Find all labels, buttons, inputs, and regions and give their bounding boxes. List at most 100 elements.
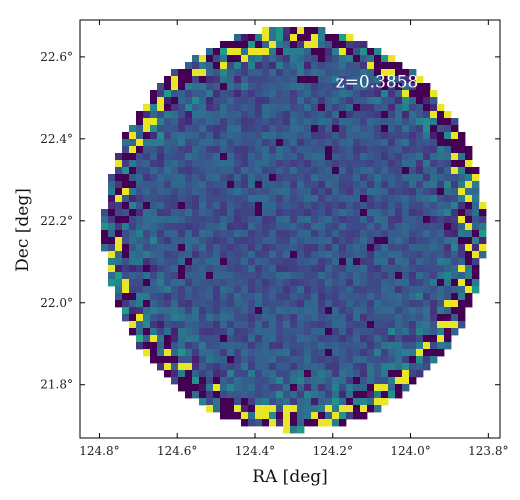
heatmap-cell bbox=[276, 328, 284, 336]
redshift-annotation: z=0.3858 bbox=[336, 72, 419, 92]
heatmap-cell bbox=[241, 146, 249, 154]
heatmap-cell bbox=[290, 321, 298, 329]
heatmap-cell bbox=[213, 265, 221, 273]
heatmap-cell bbox=[178, 251, 186, 259]
heatmap-cell bbox=[374, 104, 382, 112]
heatmap-cell bbox=[339, 132, 347, 140]
heatmap-cell bbox=[220, 377, 228, 385]
heatmap-cell bbox=[409, 314, 417, 322]
heatmap-cell bbox=[367, 244, 375, 252]
heatmap-cell bbox=[164, 160, 172, 168]
heatmap-cell bbox=[290, 174, 298, 182]
heatmap-cell bbox=[185, 384, 193, 392]
heatmap-cell bbox=[255, 314, 263, 322]
heatmap-cell bbox=[416, 370, 424, 378]
y-tick-label: 22.4° bbox=[40, 132, 73, 146]
x-tick-label: 124.0° bbox=[390, 444, 430, 458]
heatmap-cell bbox=[248, 328, 256, 336]
heatmap-cell bbox=[248, 251, 256, 259]
heatmap-cell bbox=[423, 223, 431, 231]
heatmap-cell bbox=[199, 300, 207, 308]
heatmap-cell bbox=[150, 335, 158, 343]
heatmap-cell bbox=[248, 167, 256, 175]
heatmap-cell bbox=[444, 300, 452, 308]
heatmap-cell bbox=[108, 188, 116, 196]
heatmap-cell bbox=[269, 321, 277, 329]
heatmap-cell bbox=[416, 104, 424, 112]
heatmap-cell bbox=[437, 237, 445, 245]
heatmap-cell bbox=[332, 370, 340, 378]
heatmap-cell bbox=[171, 307, 179, 315]
heatmap-cell bbox=[304, 307, 312, 315]
heatmap-cell bbox=[311, 209, 319, 217]
heatmap-cell bbox=[395, 139, 403, 147]
heatmap-cell bbox=[297, 90, 305, 98]
heatmap-cell bbox=[311, 265, 319, 273]
heatmap-cell bbox=[381, 279, 389, 287]
heatmap-cell bbox=[220, 104, 228, 112]
heatmap-cell bbox=[185, 146, 193, 154]
heatmap-cell bbox=[178, 230, 186, 238]
heatmap-cell bbox=[388, 104, 396, 112]
heatmap-cell bbox=[388, 188, 396, 196]
heatmap-cell bbox=[248, 342, 256, 350]
heatmap-cell bbox=[199, 342, 207, 350]
heatmap-cell bbox=[339, 90, 347, 98]
heatmap-cell bbox=[269, 307, 277, 315]
heatmap-cell bbox=[444, 111, 452, 119]
heatmap-cell bbox=[262, 356, 270, 364]
heatmap-cell bbox=[171, 370, 179, 378]
heatmap-cell bbox=[262, 41, 270, 49]
heatmap-cell bbox=[199, 293, 207, 301]
heatmap-cell bbox=[171, 146, 179, 154]
heatmap-cell bbox=[297, 27, 305, 35]
heatmap-cell bbox=[220, 279, 228, 287]
heatmap-cell bbox=[325, 146, 333, 154]
heatmap-cell bbox=[150, 216, 158, 224]
heatmap-cell bbox=[143, 146, 151, 154]
heatmap-cell bbox=[332, 104, 340, 112]
heatmap-cell bbox=[171, 258, 179, 266]
heatmap-cell bbox=[248, 321, 256, 329]
heatmap-cell bbox=[269, 300, 277, 308]
heatmap-cell bbox=[402, 370, 410, 378]
heatmap-cell bbox=[178, 174, 186, 182]
heatmap-cell bbox=[234, 377, 242, 385]
heatmap-cell bbox=[290, 188, 298, 196]
heatmap-cell bbox=[409, 237, 417, 245]
heatmap-cell bbox=[332, 111, 340, 119]
heatmap-cell bbox=[339, 139, 347, 147]
heatmap-cell bbox=[332, 356, 340, 364]
heatmap-cell bbox=[318, 272, 326, 280]
heatmap-cell bbox=[346, 195, 354, 203]
heatmap-cell bbox=[416, 335, 424, 343]
heatmap-cell bbox=[395, 195, 403, 203]
heatmap-cell bbox=[332, 349, 340, 357]
heatmap-cell bbox=[311, 146, 319, 154]
heatmap-cell bbox=[185, 342, 193, 350]
heatmap-cell bbox=[332, 377, 340, 385]
heatmap-cell bbox=[423, 251, 431, 259]
heatmap-cell bbox=[283, 293, 291, 301]
heatmap-cell bbox=[248, 286, 256, 294]
heatmap-cell bbox=[311, 293, 319, 301]
heatmap-cell bbox=[290, 342, 298, 350]
heatmap-cell bbox=[122, 272, 130, 280]
heatmap-cell bbox=[227, 251, 235, 259]
heatmap-cell bbox=[444, 286, 452, 294]
heatmap-cell bbox=[360, 160, 368, 168]
heatmap-cell bbox=[304, 335, 312, 343]
heatmap-cell bbox=[220, 265, 228, 273]
heatmap-cell bbox=[374, 153, 382, 161]
heatmap-cell bbox=[283, 286, 291, 294]
heatmap-cell bbox=[283, 391, 291, 399]
heatmap-cell bbox=[311, 34, 319, 42]
heatmap-cell bbox=[283, 76, 291, 84]
heatmap-cell bbox=[325, 244, 333, 252]
heatmap-cell bbox=[381, 132, 389, 140]
heatmap-cell bbox=[311, 398, 319, 406]
heatmap-cell bbox=[381, 321, 389, 329]
heatmap-cell bbox=[129, 125, 137, 133]
heatmap-cell bbox=[255, 118, 263, 126]
heatmap-cell bbox=[444, 160, 452, 168]
